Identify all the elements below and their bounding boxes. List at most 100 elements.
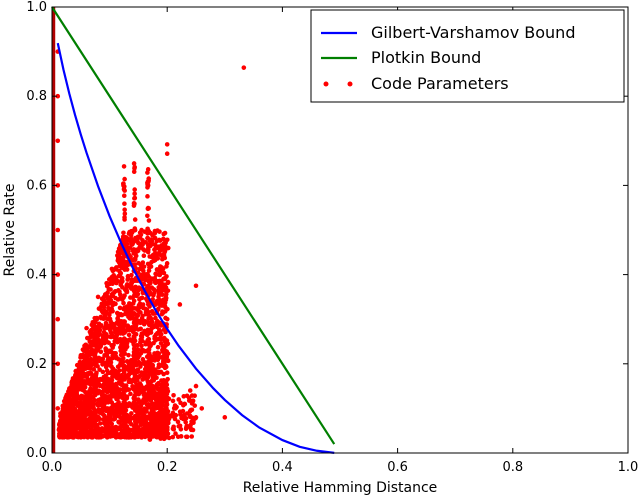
scatter-point (199, 406, 205, 411)
scatter-point (150, 276, 156, 282)
scatter-point (145, 167, 151, 172)
scatter-point (131, 288, 137, 294)
scatter-point (61, 406, 66, 411)
scatter-point (156, 287, 162, 293)
scatter-point (170, 434, 176, 440)
scatter-point (76, 410, 81, 415)
scatter-point (159, 403, 164, 408)
scatter-point (188, 414, 193, 420)
scatter-point (115, 426, 121, 431)
scatter-point (118, 336, 123, 342)
scatter-point (140, 313, 145, 319)
scatter-point (72, 422, 77, 427)
scatter-point (101, 385, 107, 390)
scatter-point (145, 310, 151, 315)
scatter-point (102, 418, 108, 424)
scatter-point (66, 406, 72, 411)
scatter-point (147, 254, 152, 259)
scatter-point (158, 303, 163, 308)
scatter-point (126, 332, 132, 338)
scatter-point (124, 288, 130, 293)
scatter-point (89, 347, 95, 353)
scatter-point (181, 416, 186, 422)
legend: Gilbert-Varshamov Bound Plotkin Bound Co… (310, 9, 625, 103)
scatter-point (106, 355, 111, 361)
scatter-point (178, 434, 184, 439)
scatter-point (145, 248, 151, 254)
scatter-point (135, 405, 141, 410)
scatter-point (100, 433, 105, 438)
scatter-point (132, 262, 138, 267)
scatter-point (163, 329, 168, 335)
scatter-point (153, 332, 159, 338)
scatter-point (145, 261, 151, 267)
scatter-point (105, 406, 110, 411)
scatter-point (163, 295, 169, 301)
scatter-point (156, 394, 161, 399)
scatter-point (162, 276, 168, 282)
scatter-point (152, 230, 158, 236)
scatter-point (92, 397, 97, 403)
scatter-point (115, 297, 121, 302)
scatter-point (98, 396, 103, 402)
scatter-point (181, 394, 187, 399)
scatter-point (72, 394, 78, 399)
scatter-point (149, 285, 155, 291)
scatter-point (108, 360, 114, 365)
scatter-point (61, 398, 67, 404)
scatter-point (139, 343, 144, 349)
scatter-point (101, 340, 107, 346)
scatter-point (87, 397, 93, 403)
scatter-point (170, 398, 176, 404)
scatter-point (64, 392, 70, 398)
scatter-point (132, 217, 138, 222)
x-tick-label: 0.0 (42, 460, 63, 475)
scatter-point (156, 267, 161, 272)
scatter-point (65, 424, 71, 429)
scatter-point (120, 355, 126, 361)
scatter-point (131, 298, 137, 304)
scatter-point (100, 369, 106, 375)
scatter-point (79, 427, 85, 433)
scatter-point (160, 348, 165, 354)
scatter-point (131, 203, 137, 208)
scatter-point (92, 315, 98, 321)
scatter-point (180, 408, 186, 414)
scatter-point (120, 359, 126, 365)
scatter-point (55, 406, 61, 411)
scatter-point (184, 434, 190, 440)
scatter-point (132, 401, 137, 406)
scatter-point (176, 397, 182, 402)
scatter-point (107, 412, 112, 418)
scatter-point (142, 417, 147, 423)
scatter-point (121, 422, 126, 427)
scatter-point (108, 370, 114, 375)
scatter-point (145, 235, 150, 241)
scatter-point (159, 279, 164, 285)
scatter-point (171, 393, 176, 398)
scatter-point (131, 161, 137, 166)
scatter-point (163, 364, 169, 370)
scatter-point (135, 369, 140, 375)
scatter-point (157, 250, 162, 255)
scatter-point (117, 368, 122, 373)
scatter-point (153, 412, 158, 418)
scatter-point (132, 196, 137, 201)
scatter-point (82, 345, 88, 351)
scatter-point (76, 425, 82, 430)
scatter-point (159, 378, 164, 383)
scatter-point (175, 419, 181, 425)
scatter-point (72, 415, 78, 420)
scatter-point (122, 217, 127, 222)
scatter-point (138, 296, 143, 301)
scatter-point (105, 295, 111, 301)
scatter-point (122, 293, 127, 298)
scatter-point (86, 351, 92, 356)
scatter-point (73, 382, 78, 387)
scatter-point (132, 316, 138, 322)
scatter-point (110, 333, 115, 338)
scatter-point (124, 284, 130, 290)
scatter-point (126, 434, 132, 439)
scatter-point (115, 258, 121, 263)
